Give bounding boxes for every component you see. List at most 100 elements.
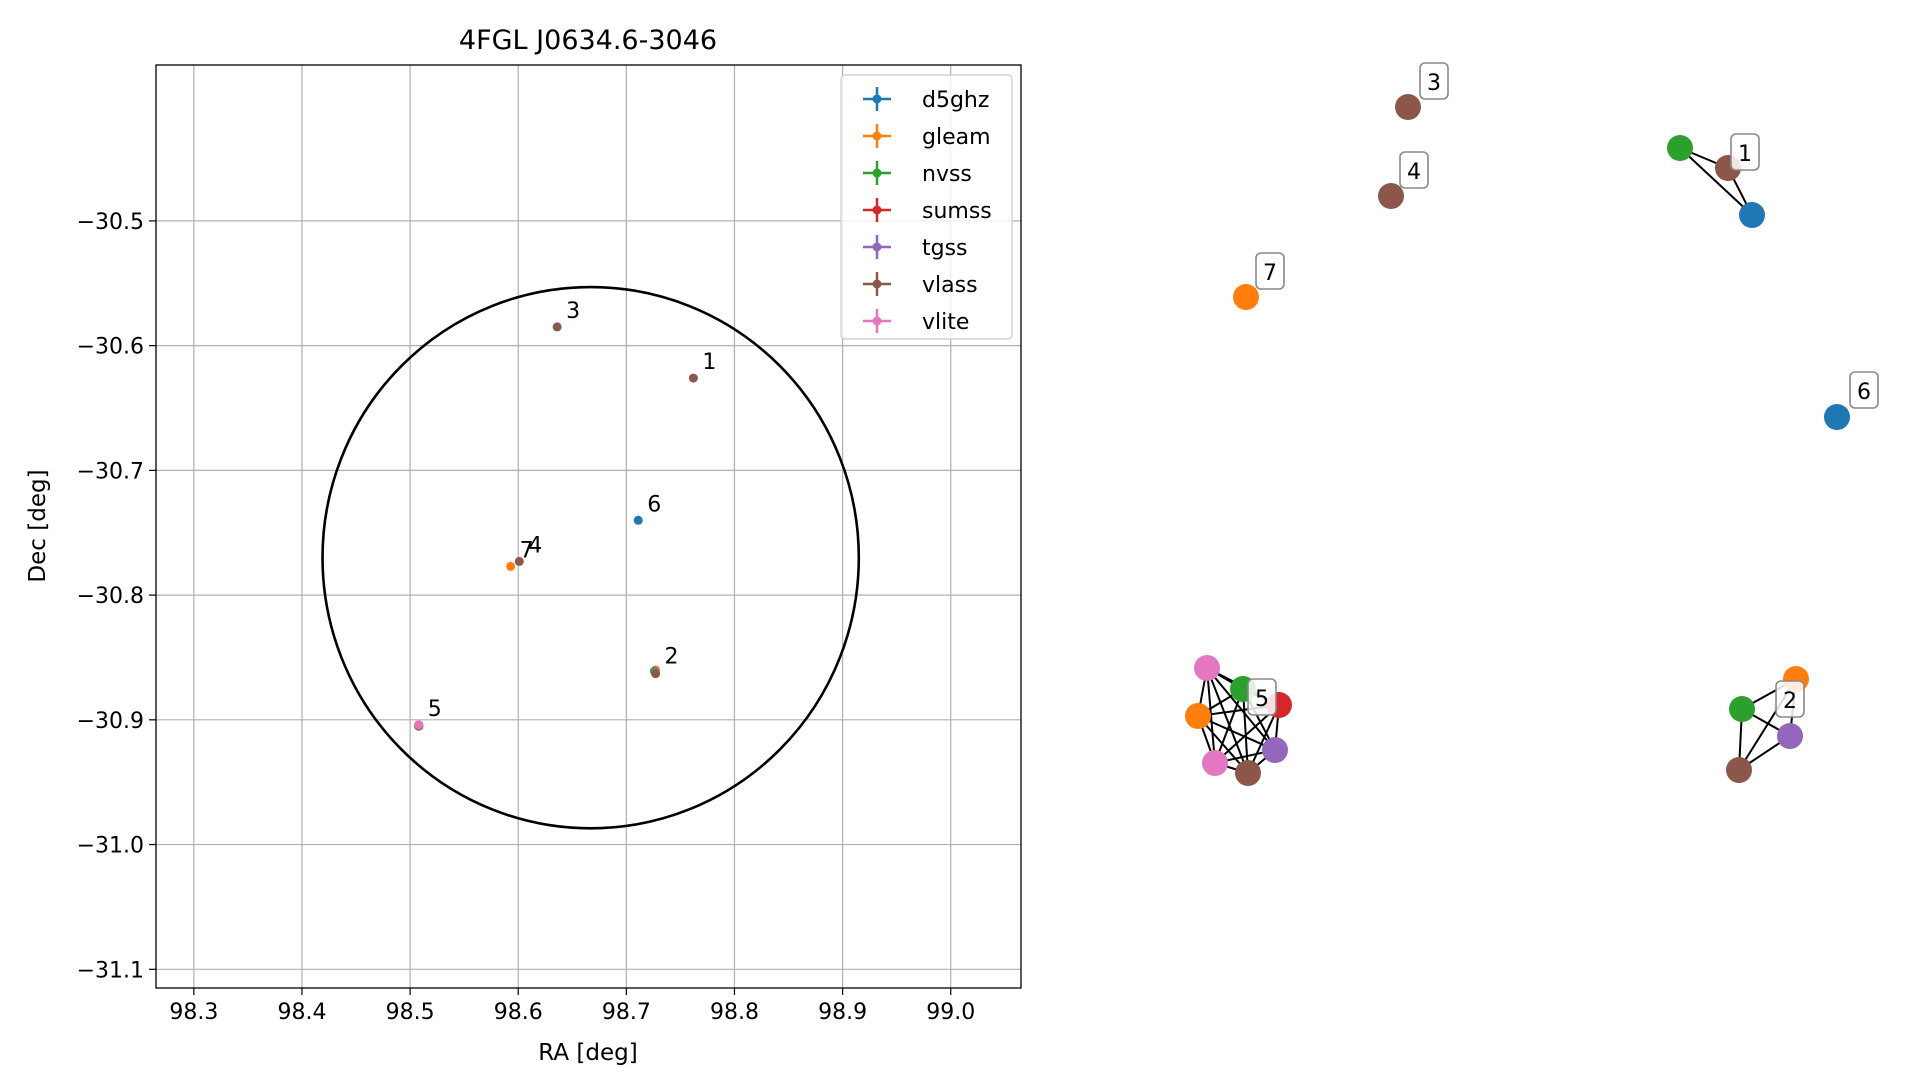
network-label-text: 6 (1857, 380, 1871, 405)
point-vlass (552, 322, 562, 332)
network-edge (1214, 688, 1244, 764)
x-tick-label: 98.7 (602, 1000, 651, 1025)
network-label-2: 2 (1775, 680, 1805, 718)
legend: d5ghz gleam nvss sumss tgss vlass vlite (840, 74, 1013, 340)
x-ticks: 98.3 98.4 98.5 98.6 98.7 98.8 98.9 99.0 (169, 988, 975, 1025)
ellipse-layer (321, 285, 861, 830)
point-d5ghz (633, 515, 643, 525)
x-tick-label: 98.9 (818, 1000, 867, 1025)
legend-item-gleam: gleam (863, 124, 991, 150)
point-label: 2 (665, 644, 679, 669)
network-label-6: 6 (1849, 371, 1879, 409)
network-node-vlass (1378, 183, 1404, 209)
network-label-text: 1 (1738, 142, 1752, 167)
x-axis-label: RA [deg] (538, 1040, 637, 1066)
network-edge (1197, 715, 1276, 751)
legend-item-vlite: vlite (863, 309, 969, 335)
y-tick-label: −30.7 (77, 459, 144, 484)
y-tick-label: −30.6 (77, 335, 144, 360)
point-label: 7 (520, 538, 534, 563)
network-label-box (1399, 151, 1429, 189)
y-axis-label: Dec [deg] (25, 469, 51, 582)
points (414, 322, 698, 731)
legend-item-tgss: tgss (863, 235, 968, 261)
axes-frame (155, 64, 1022, 989)
x-tick-label: 98.3 (169, 1000, 218, 1025)
annotations: 1 2 3 4 5 6 7 (428, 299, 717, 722)
legend-marker (872, 242, 882, 252)
scatter-panel: 1 2 3 4 5 6 7 98.3 98.4 98.5 98.6 98.7 98.8 98.9 99.0… (25, 25, 1022, 1066)
network-edge (1206, 667, 1216, 764)
point-label: 4 (528, 533, 542, 558)
legend-box (840, 74, 1013, 340)
network-node-gleam (1233, 284, 1259, 310)
network-label-text: 3 (1427, 71, 1441, 96)
network-label-4: 4 (1399, 151, 1429, 189)
network-label-5: 5 (1247, 678, 1277, 716)
network-edge (1679, 147, 1753, 216)
legend-label: tgss (922, 236, 968, 261)
network-edge (1242, 688, 1249, 774)
network-node-vlite (1194, 655, 1220, 681)
network-edges (1197, 147, 1797, 774)
network-node-d5ghz (1739, 202, 1765, 228)
y-tick-label: −30.9 (77, 709, 144, 734)
point-label: 1 (702, 350, 716, 375)
network-label-box (1255, 252, 1285, 290)
legend-label: vlite (922, 310, 969, 335)
network-node-nvss (1667, 135, 1693, 161)
network-label-1: 1 (1730, 133, 1760, 171)
y-tick-label: −30.8 (77, 584, 144, 609)
network-node-d5ghz (1824, 404, 1850, 430)
localization-ellipse (321, 285, 861, 830)
network-node-tgss (1262, 737, 1288, 763)
legend-label: d5ghz (922, 88, 989, 113)
legend-label: gleam (922, 125, 991, 150)
network-node-vlass (1235, 760, 1261, 786)
chart-title: 4FGL J0634.6-3046 (459, 25, 717, 56)
network-node-nvss (1729, 696, 1755, 722)
network-panel: 1 2 3 4 5 6 7 (1185, 62, 1879, 786)
legend-label: vlass (922, 273, 978, 298)
network-label-box (1419, 62, 1449, 100)
x-tick-label: 99.0 (926, 1000, 975, 1025)
network-label-text: 4 (1407, 160, 1421, 185)
y-tick-label: −31.1 (77, 958, 144, 983)
point-vlite (414, 720, 424, 730)
point-label: 3 (566, 299, 580, 324)
point-gleam (506, 561, 516, 571)
network-node-vlite (1202, 750, 1228, 776)
point-label: 5 (428, 697, 442, 722)
y-tick-label: −31.0 (77, 834, 144, 859)
point-label: 6 (647, 492, 661, 517)
network-node-vlass (1395, 94, 1421, 120)
network-label-box (1730, 133, 1760, 171)
network-nodes (1185, 94, 1850, 786)
network-node-gleam (1185, 703, 1211, 729)
legend-item-d5ghz: d5ghz (863, 87, 989, 113)
network-edge (1206, 667, 1249, 774)
point-vlass (651, 669, 661, 679)
network-node-tgss (1777, 723, 1803, 749)
network-label-box (1775, 680, 1805, 718)
point-vlass (688, 373, 698, 383)
legend-item-sumss: sumss (863, 198, 992, 224)
network-label-text: 2 (1783, 689, 1797, 714)
y-ticks: −30.5 −30.6 −30.7 −30.8 −30.9 −31.0 −31.1 (77, 210, 156, 983)
point-vlass (514, 556, 524, 566)
network-label-7: 7 (1255, 252, 1285, 290)
network-labels: 1 2 3 4 5 6 7 (1247, 62, 1879, 718)
legend-label: nvss (922, 162, 972, 187)
network-node-vlass (1726, 757, 1752, 783)
grid (156, 65, 1021, 988)
legend-marker (872, 131, 882, 141)
legend-marker (872, 316, 882, 326)
legend-label: sumss (922, 199, 992, 224)
x-tick-label: 98.6 (494, 1000, 543, 1025)
network-label-text: 7 (1263, 261, 1277, 286)
legend-marker (872, 279, 882, 289)
legend-item-vlass: vlass (863, 272, 978, 298)
x-tick-label: 98.8 (710, 1000, 759, 1025)
legend-item-nvss: nvss (863, 161, 972, 187)
